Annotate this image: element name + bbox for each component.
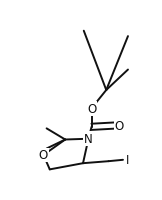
- Text: O: O: [87, 102, 96, 115]
- Text: N: N: [84, 133, 93, 146]
- Text: O: O: [115, 119, 124, 132]
- Text: I: I: [126, 153, 130, 166]
- Text: O: O: [39, 149, 48, 162]
